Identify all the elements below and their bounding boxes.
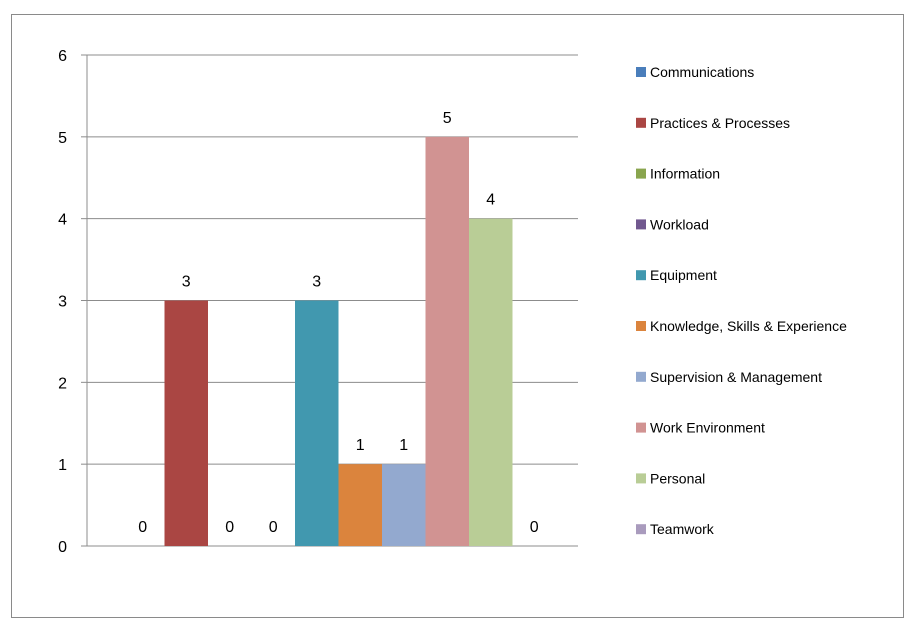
bar <box>338 464 382 546</box>
legend-label: Personal <box>650 470 705 486</box>
data-labels: 0 3 0 0 3 1 1 5 4 0 <box>138 110 539 536</box>
legend-label: Work Environment <box>650 420 765 436</box>
y-tick-label: 2 <box>58 375 67 392</box>
y-tick-label: 1 <box>58 457 67 474</box>
legend: Communications Practices & Processes Infor… <box>636 64 847 537</box>
bar <box>469 218 513 546</box>
legend-label: Information <box>650 166 720 182</box>
legend-label: Teamwork <box>650 521 715 537</box>
bar <box>295 300 339 546</box>
data-label: 0 <box>530 519 539 536</box>
legend-swatch <box>636 524 646 535</box>
data-label: 1 <box>399 437 408 454</box>
bars <box>164 136 513 547</box>
y-tick-label: 4 <box>58 212 67 229</box>
data-label: 1 <box>356 437 365 454</box>
y-tick-label: 5 <box>58 130 67 147</box>
legend-swatch <box>636 168 646 179</box>
legend-swatch <box>636 270 646 281</box>
bar <box>164 300 208 546</box>
y-tick-label: 6 <box>58 48 67 65</box>
data-label: 5 <box>443 110 452 127</box>
data-label: 0 <box>138 519 147 536</box>
legend-label: Practices & Processes <box>650 115 790 131</box>
y-tick-label: 0 <box>58 539 67 556</box>
legend-label: Knowledge, Skills & Experience <box>650 318 847 334</box>
legend-swatch <box>636 67 646 77</box>
data-label: 3 <box>182 274 191 291</box>
y-tick-label: 3 <box>58 294 67 311</box>
legend-swatch <box>636 422 646 433</box>
bar <box>382 464 426 546</box>
data-label: 3 <box>312 274 321 291</box>
data-label: 4 <box>486 192 495 209</box>
legend-label: Workload <box>650 216 709 232</box>
data-label: 0 <box>269 519 278 536</box>
legend-swatch <box>636 473 646 484</box>
legend-swatch <box>636 219 646 230</box>
legend-swatch <box>636 117 646 128</box>
bar <box>425 136 469 547</box>
legend-label: Communications <box>650 64 754 80</box>
legend-label: Equipment <box>650 267 717 283</box>
legend-swatch <box>636 371 646 382</box>
data-label: 0 <box>225 519 234 536</box>
legend-swatch <box>636 321 646 331</box>
legend-label: Supervision & Management <box>650 369 822 385</box>
